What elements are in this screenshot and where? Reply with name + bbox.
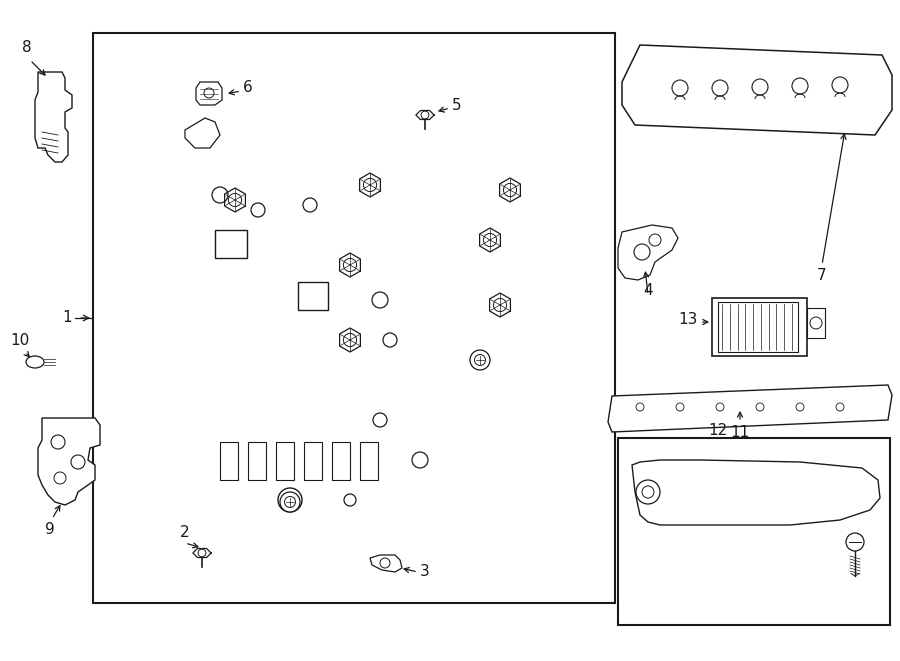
Circle shape	[280, 492, 300, 512]
Text: 1: 1	[62, 311, 72, 325]
Circle shape	[636, 480, 660, 504]
Bar	[718, 302, 798, 352]
Polygon shape	[196, 82, 222, 105]
Text: 3: 3	[420, 564, 430, 580]
Text: 6: 6	[243, 81, 253, 95]
Circle shape	[51, 435, 65, 449]
Bar	[807, 308, 825, 338]
Circle shape	[634, 244, 650, 260]
Polygon shape	[618, 225, 678, 280]
Bar	[248, 442, 266, 480]
Polygon shape	[185, 118, 220, 148]
Circle shape	[810, 317, 822, 329]
Circle shape	[251, 203, 265, 217]
Text: 11: 11	[731, 425, 750, 440]
Circle shape	[421, 111, 429, 119]
Text: 7: 7	[817, 268, 827, 283]
Circle shape	[204, 88, 214, 98]
Circle shape	[284, 496, 295, 508]
Circle shape	[636, 403, 644, 411]
Circle shape	[846, 533, 864, 551]
Polygon shape	[163, 155, 178, 488]
Polygon shape	[370, 555, 402, 572]
Polygon shape	[163, 118, 208, 165]
Polygon shape	[608, 385, 892, 432]
Circle shape	[832, 77, 848, 93]
Circle shape	[649, 234, 661, 246]
Circle shape	[372, 292, 388, 308]
Circle shape	[303, 198, 317, 212]
Circle shape	[712, 80, 728, 96]
Bar	[276, 442, 294, 480]
Circle shape	[373, 413, 387, 427]
Circle shape	[493, 298, 507, 311]
Bar	[93, 33, 615, 603]
Circle shape	[380, 558, 390, 568]
Circle shape	[672, 80, 688, 96]
Circle shape	[503, 183, 517, 196]
Circle shape	[364, 178, 376, 192]
Circle shape	[752, 79, 768, 95]
Circle shape	[676, 403, 684, 411]
Circle shape	[212, 187, 228, 203]
Bar	[360, 442, 378, 480]
Polygon shape	[38, 418, 100, 505]
Bar	[220, 442, 238, 480]
Circle shape	[344, 494, 356, 506]
Circle shape	[198, 549, 206, 557]
Text: 10: 10	[11, 333, 30, 348]
Text: 13: 13	[679, 313, 698, 327]
Polygon shape	[632, 460, 880, 525]
Text: 4: 4	[644, 283, 652, 298]
Circle shape	[474, 354, 485, 366]
Bar	[618, 438, 890, 625]
Circle shape	[278, 488, 302, 512]
Bar	[215, 230, 247, 258]
Polygon shape	[622, 45, 892, 135]
Text: 12: 12	[708, 423, 727, 438]
Ellipse shape	[26, 356, 44, 368]
Circle shape	[71, 455, 85, 469]
Bar	[712, 298, 807, 356]
Circle shape	[756, 403, 764, 411]
Circle shape	[383, 333, 397, 347]
Bar	[304, 442, 322, 480]
Circle shape	[470, 350, 490, 370]
Circle shape	[716, 403, 724, 411]
Circle shape	[642, 486, 654, 498]
Circle shape	[483, 233, 497, 247]
Circle shape	[229, 194, 241, 207]
Bar	[332, 442, 350, 480]
Circle shape	[412, 452, 428, 468]
Circle shape	[344, 258, 356, 272]
Text: 2: 2	[180, 525, 190, 540]
Text: 5: 5	[452, 98, 462, 112]
Circle shape	[54, 472, 66, 484]
Polygon shape	[163, 118, 563, 498]
Text: 9: 9	[45, 522, 55, 537]
Circle shape	[284, 494, 296, 506]
Circle shape	[796, 403, 804, 411]
Polygon shape	[35, 72, 72, 162]
Circle shape	[836, 403, 844, 411]
Text: 8: 8	[22, 40, 32, 55]
Circle shape	[344, 333, 356, 346]
Bar	[298, 282, 328, 310]
Circle shape	[792, 78, 808, 94]
